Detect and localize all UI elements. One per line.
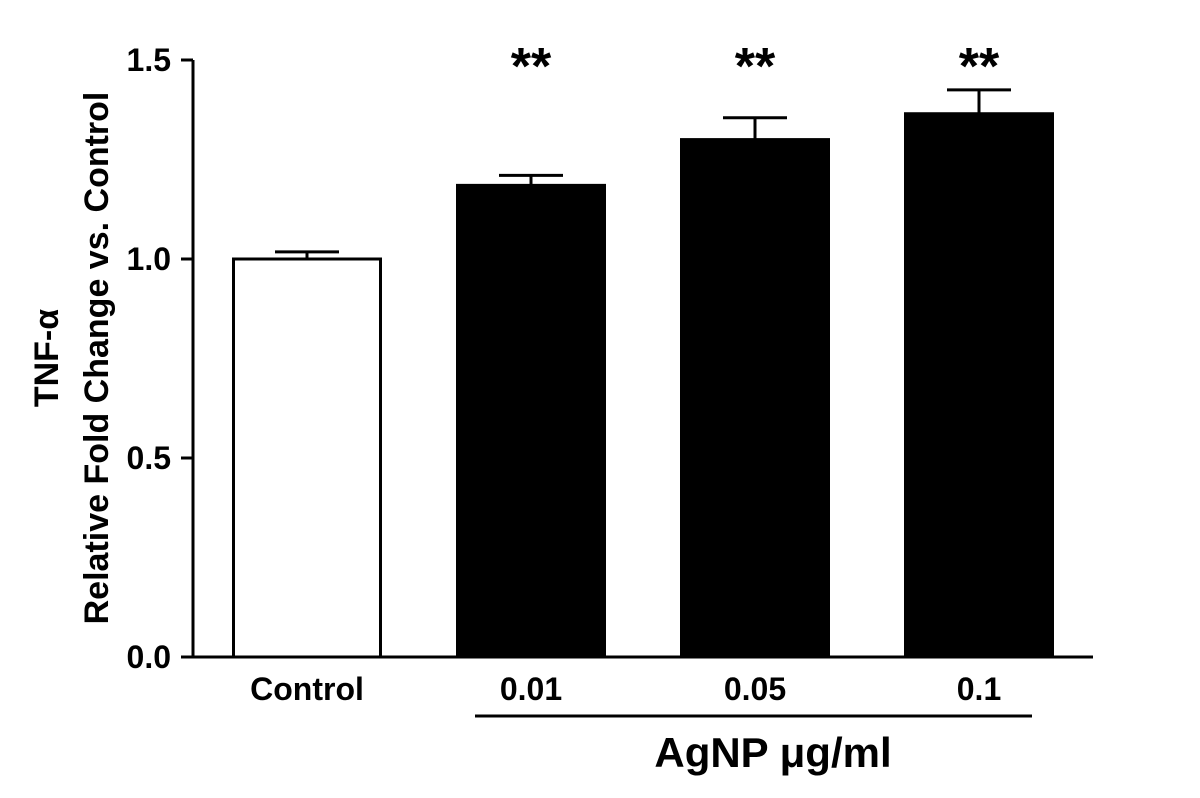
x-tick-label: 0.01 — [500, 671, 562, 707]
y-axis-label-line2: Relative Fold Change vs. Control — [78, 92, 116, 625]
y-axis-label-line1: TNF-α — [28, 309, 66, 407]
significance-marker: ** — [735, 38, 776, 96]
bar-treatment — [456, 183, 606, 659]
x-group-label: AgNP μg/ml — [654, 729, 891, 776]
x-tick-label: 0.05 — [724, 671, 786, 707]
bar-control — [232, 257, 382, 659]
y-tick-label: 0.5 — [127, 440, 171, 476]
bar-treatment — [904, 112, 1054, 659]
significance-marker: ** — [959, 38, 1000, 96]
plot-area: 0.0 0.5 1.0 1.5 Control 0.01 ** 0.05 ** 0.1 ** — [127, 38, 1093, 707]
x-group: AgNP μg/ml — [475, 714, 1032, 776]
y-tick-label: 0.0 — [127, 639, 171, 675]
bar-treatment — [680, 138, 830, 659]
y-axis-label: TNF-α Relative Fold Change vs. Control — [28, 92, 116, 625]
y-tick-label: 1.0 — [127, 241, 171, 277]
x-tick-label: 0.1 — [957, 671, 1001, 707]
y-tick-label: 1.5 — [127, 42, 171, 78]
x-tick-label: Control — [250, 671, 364, 707]
significance-marker: ** — [511, 38, 552, 96]
